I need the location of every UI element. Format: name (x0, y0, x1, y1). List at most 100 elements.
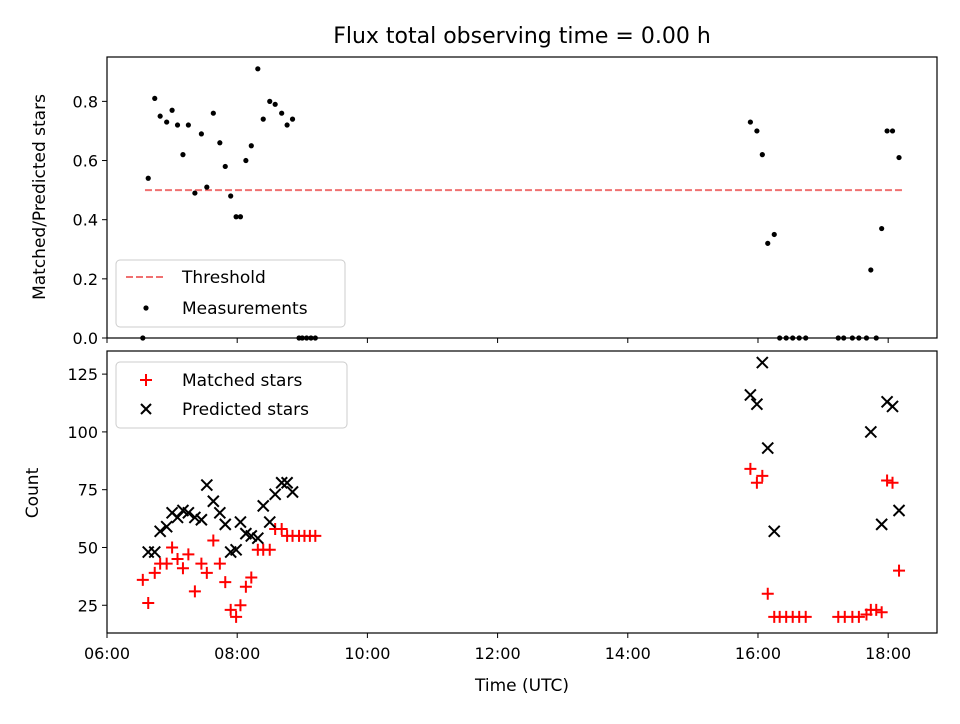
measurement-point (260, 116, 266, 122)
predicted-star-point (756, 356, 769, 369)
measurement-point (204, 184, 210, 190)
measurement-point (152, 95, 158, 102)
bottom-y-axis-label: Count (23, 467, 43, 518)
matched-star-point (245, 571, 258, 584)
top-y-tick-label: 0.2 (73, 270, 98, 289)
measurement-point (747, 119, 753, 125)
bottom-x-tick-label: 06:00 (84, 644, 130, 663)
bottom-y-tick-label: 125 (67, 365, 98, 384)
top-y-tick-label: 0.6 (73, 152, 98, 171)
matched-star-point (893, 564, 906, 577)
matched-star-point (886, 476, 899, 489)
matched-star-point (148, 566, 161, 579)
predicted-star-point (744, 388, 757, 402)
bottom-panel: 25 50 75 100 125 06:00 08:00 10:00 12:00 14:00 16… (23, 350, 938, 696)
matched-star-point (761, 587, 774, 600)
measurement-point (180, 152, 186, 158)
bottom-y-tick-label: 25 (78, 596, 98, 615)
matched-star-point (870, 603, 883, 616)
matched-star-point (188, 585, 201, 598)
matched-star-point (744, 462, 757, 475)
matched-star-point (275, 522, 288, 535)
matched-star-point (176, 562, 189, 575)
top-x-ticks (106, 338, 889, 343)
measurement-point (237, 214, 244, 220)
matched-star-point (309, 529, 322, 542)
measurement-point (192, 190, 198, 196)
matched-star-point (182, 548, 195, 561)
predicted-star-point (182, 506, 195, 520)
measurement-point (267, 98, 273, 104)
bottom-legend-box (115, 361, 348, 429)
measurement-point (868, 267, 874, 273)
legend-measurements-label: Measurements (182, 299, 308, 319)
measurement-point (228, 193, 234, 199)
measurement-point (279, 110, 285, 116)
bottom-y-ticks: 25 50 75 100 125 (67, 365, 107, 615)
predicted-star-point (195, 513, 208, 526)
legend-predicted-label: Predicted stars (182, 400, 309, 420)
matched-star-point (852, 610, 865, 623)
matched-star-point (142, 596, 155, 609)
measurement-point (243, 157, 249, 164)
measurement-point (272, 101, 278, 107)
measurement-point (771, 231, 777, 238)
matched-star-point (166, 541, 179, 554)
predicted-star-point (213, 506, 227, 520)
matched-star-point (160, 557, 173, 570)
predicted-star-point (160, 520, 173, 533)
matched-star-point (195, 557, 208, 570)
predicted-star-point (234, 515, 247, 529)
measurement-point (754, 128, 760, 134)
measurement-point (185, 122, 191, 128)
predicted-star-point (251, 532, 265, 545)
predicted-star-point (275, 476, 288, 489)
top-axes-frame (106, 56, 938, 339)
bottom-x-axis-label: Time (UTC) (474, 676, 569, 696)
predicted-star-point (761, 441, 774, 455)
measurement-point (174, 122, 181, 128)
matched-star-point (171, 553, 184, 566)
matched-star-point (136, 573, 149, 586)
legend-matched-label: Matched stars (182, 371, 302, 391)
predicted-star-point (200, 478, 214, 492)
predicted-star-point (245, 529, 258, 543)
legend-threshold-label: Threshold (181, 268, 266, 288)
measurement-point (879, 225, 885, 232)
measurement-point (217, 140, 223, 146)
top-y-tick-label: 0.0 (73, 329, 98, 348)
measurement-point (889, 128, 896, 134)
predicted-star-point (268, 488, 282, 501)
predicted-star-point (892, 504, 906, 517)
top-y-tick-label: 0.8 (73, 92, 98, 111)
bottom-x-tick-label: 08:00 (214, 644, 260, 663)
matched-star-point (230, 610, 243, 623)
bottom-x-tick-label: 10:00 (344, 644, 390, 663)
matched-star-point (875, 606, 888, 619)
measurement-point (284, 122, 290, 128)
bottom-x-tick-label: 12:00 (475, 644, 521, 663)
matched-star-point (219, 576, 232, 589)
top-y-tick-label: 0.4 (73, 211, 98, 230)
matched-star-point (750, 476, 763, 489)
predicted-star-point (768, 525, 781, 538)
matched-star-point (213, 557, 226, 570)
bottom-y-tick-label: 50 (78, 538, 98, 557)
measurement-point (289, 116, 296, 122)
measurement-point (222, 163, 228, 170)
measurement-point (157, 113, 163, 119)
measurement-point (210, 110, 216, 116)
top-panel: 0.00.20.40.60.8 Matched/Predicted stars … (30, 56, 938, 348)
measurement-point (884, 128, 890, 134)
bottom-marks-group (136, 356, 906, 623)
measurement-point (164, 119, 170, 125)
bottom-y-tick-label: 100 (67, 423, 98, 442)
predicted-star-point (148, 545, 161, 559)
predicted-star-point (219, 518, 232, 531)
bottom-x-tick-label: 14:00 (605, 644, 651, 663)
legend-predicted-swatch (140, 403, 152, 415)
top-legend: Threshold Measurements (115, 259, 346, 328)
matched-star-point (234, 599, 247, 612)
